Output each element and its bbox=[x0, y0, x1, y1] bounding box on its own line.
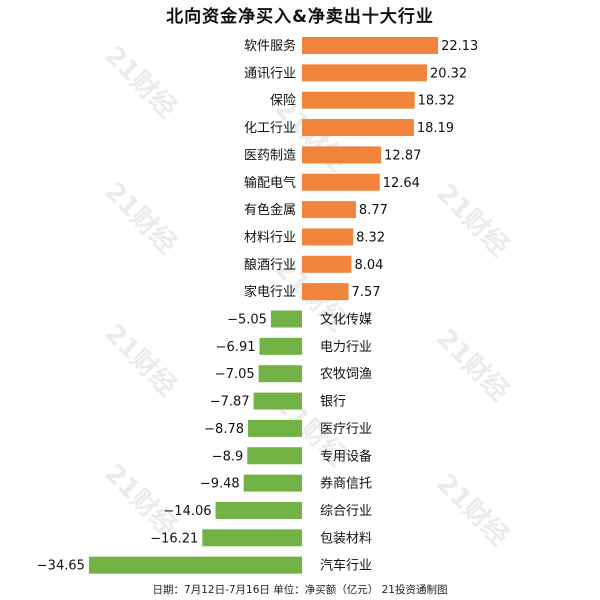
value-label: 20.32 bbox=[430, 66, 467, 81]
category-label: 综合行业 bbox=[320, 504, 372, 519]
category-label: 家电行业 bbox=[244, 284, 296, 300]
value-label: 8.04 bbox=[354, 258, 383, 273]
category-label: 农牧饲渔 bbox=[320, 367, 372, 382]
value-label: −9.48 bbox=[200, 477, 240, 492]
value-label: −34.65 bbox=[37, 559, 85, 574]
value-label: 8.32 bbox=[356, 230, 385, 245]
bar bbox=[302, 255, 352, 273]
value-label: 22.13 bbox=[441, 39, 478, 54]
bar bbox=[270, 310, 302, 328]
bar bbox=[247, 447, 302, 465]
category-label: 汽车行业 bbox=[320, 558, 372, 574]
value-label: −5.05 bbox=[227, 313, 267, 328]
bar bbox=[253, 392, 302, 410]
value-label: 7.57 bbox=[352, 285, 381, 300]
value-label: 18.19 bbox=[417, 121, 454, 136]
bar bbox=[258, 365, 302, 383]
category-label: 包装材料 bbox=[320, 531, 372, 546]
bar bbox=[302, 228, 354, 246]
value-label: −6.91 bbox=[216, 340, 256, 355]
bar bbox=[243, 474, 302, 492]
chart-title: 北向资金净买入&净卖出十大行业 bbox=[166, 7, 434, 27]
bar bbox=[302, 283, 349, 301]
bar bbox=[302, 91, 415, 109]
category-label: 银行 bbox=[320, 395, 346, 410]
category-label: 医药制造 bbox=[244, 148, 296, 163]
category-label: 医疗行业 bbox=[320, 422, 372, 437]
bar bbox=[302, 119, 414, 137]
bar bbox=[202, 529, 302, 547]
category-label: 软件服务 bbox=[244, 38, 296, 54]
value-label: 8.77 bbox=[359, 203, 388, 218]
bar bbox=[302, 173, 380, 191]
bar bbox=[248, 419, 302, 437]
category-label: 保险 bbox=[270, 94, 296, 109]
bar bbox=[302, 201, 356, 219]
value-label: −16.21 bbox=[150, 531, 198, 546]
bar bbox=[88, 556, 302, 574]
category-label: 化工行业 bbox=[244, 121, 296, 136]
category-label: 电力行业 bbox=[320, 340, 372, 355]
bar bbox=[302, 37, 439, 54]
bar bbox=[302, 146, 382, 164]
bar bbox=[259, 337, 302, 355]
category-label: 通讯行业 bbox=[244, 66, 296, 81]
category-label: 专用设备 bbox=[320, 448, 372, 464]
bar bbox=[215, 501, 302, 519]
chart-footer: 日期：7月12日-7月16日 单位：净买额（亿元） 21投资通制图 bbox=[152, 584, 448, 596]
category-label: 券商信托 bbox=[320, 476, 372, 492]
category-label: 材料行业 bbox=[244, 230, 296, 245]
category-label: 有色金属 bbox=[244, 202, 296, 218]
category-label: 文化传媒 bbox=[320, 313, 372, 328]
value-label: 12.64 bbox=[383, 176, 420, 191]
category-label: 输配电气 bbox=[244, 175, 296, 191]
category-label: 酿酒行业 bbox=[244, 257, 296, 273]
value-label: 18.32 bbox=[418, 94, 455, 109]
value-label: −8.9 bbox=[212, 449, 244, 464]
bar bbox=[302, 64, 427, 82]
value-label: −7.87 bbox=[210, 395, 250, 410]
value-label: −7.05 bbox=[215, 367, 255, 382]
value-label: −14.06 bbox=[163, 504, 211, 519]
value-label: 12.87 bbox=[384, 148, 421, 163]
value-label: −8.78 bbox=[204, 422, 244, 437]
